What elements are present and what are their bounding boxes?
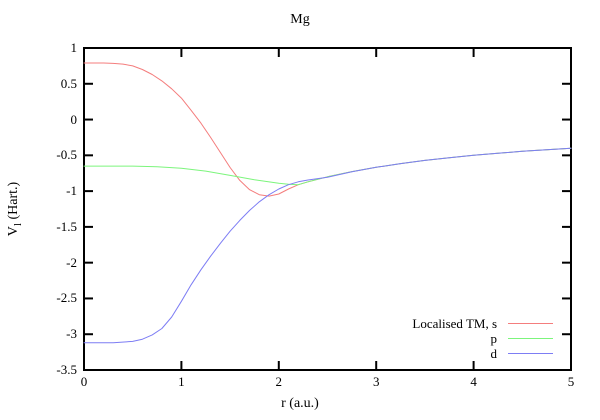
curve-s: [83, 62, 572, 197]
y-tick-label: -3.5: [56, 362, 77, 377]
y-tick-label: -0.5: [56, 147, 77, 163]
x-tick-label: 5: [567, 374, 575, 389]
y-tick-label: 0: [70, 111, 78, 127]
legend-item-d: d: [412, 346, 553, 361]
legend-line-sample-s: [508, 323, 553, 324]
y-tick-label: -1: [66, 183, 77, 199]
x-tick-label: 0: [80, 374, 88, 389]
curve-d: [83, 147, 572, 344]
y-tick-label: -2.5: [56, 290, 77, 306]
y-axis-label: Vl (Hart.): [4, 129, 24, 289]
y-tick-label: 1: [70, 40, 78, 55]
x-tick-label: 1: [178, 374, 185, 389]
y-axis-label-units: (Hart.): [6, 181, 21, 224]
x-tick-label: 4: [470, 374, 477, 389]
legend-item-p: p: [412, 331, 553, 346]
legend-label-s: Localised TM, s: [412, 315, 497, 331]
y-tick-label: -2: [66, 254, 77, 270]
y-tick-label: -3: [66, 326, 77, 342]
legend-label-p: p: [490, 330, 498, 346]
y-tick-label: 0.5: [60, 75, 77, 91]
x-tick-label: 2: [275, 374, 283, 389]
legend-line-sample-p: [508, 338, 553, 339]
plot-title: Mg: [290, 12, 310, 27]
x-axis-label: r (a.u.): [281, 396, 319, 411]
y-tick-label: -1.5: [56, 218, 77, 234]
legend-label-d: d: [490, 345, 498, 361]
plot-frame: [83, 47, 572, 371]
legend: Localised TM, s p d: [412, 316, 553, 361]
y-axis-label-main: V: [6, 226, 21, 237]
legend-item-s: Localised TM, s: [412, 316, 553, 331]
x-tick-label: 3: [372, 374, 380, 389]
legend-line-sample-d: [508, 353, 553, 354]
y-axis-label-subscript: l: [11, 223, 24, 227]
